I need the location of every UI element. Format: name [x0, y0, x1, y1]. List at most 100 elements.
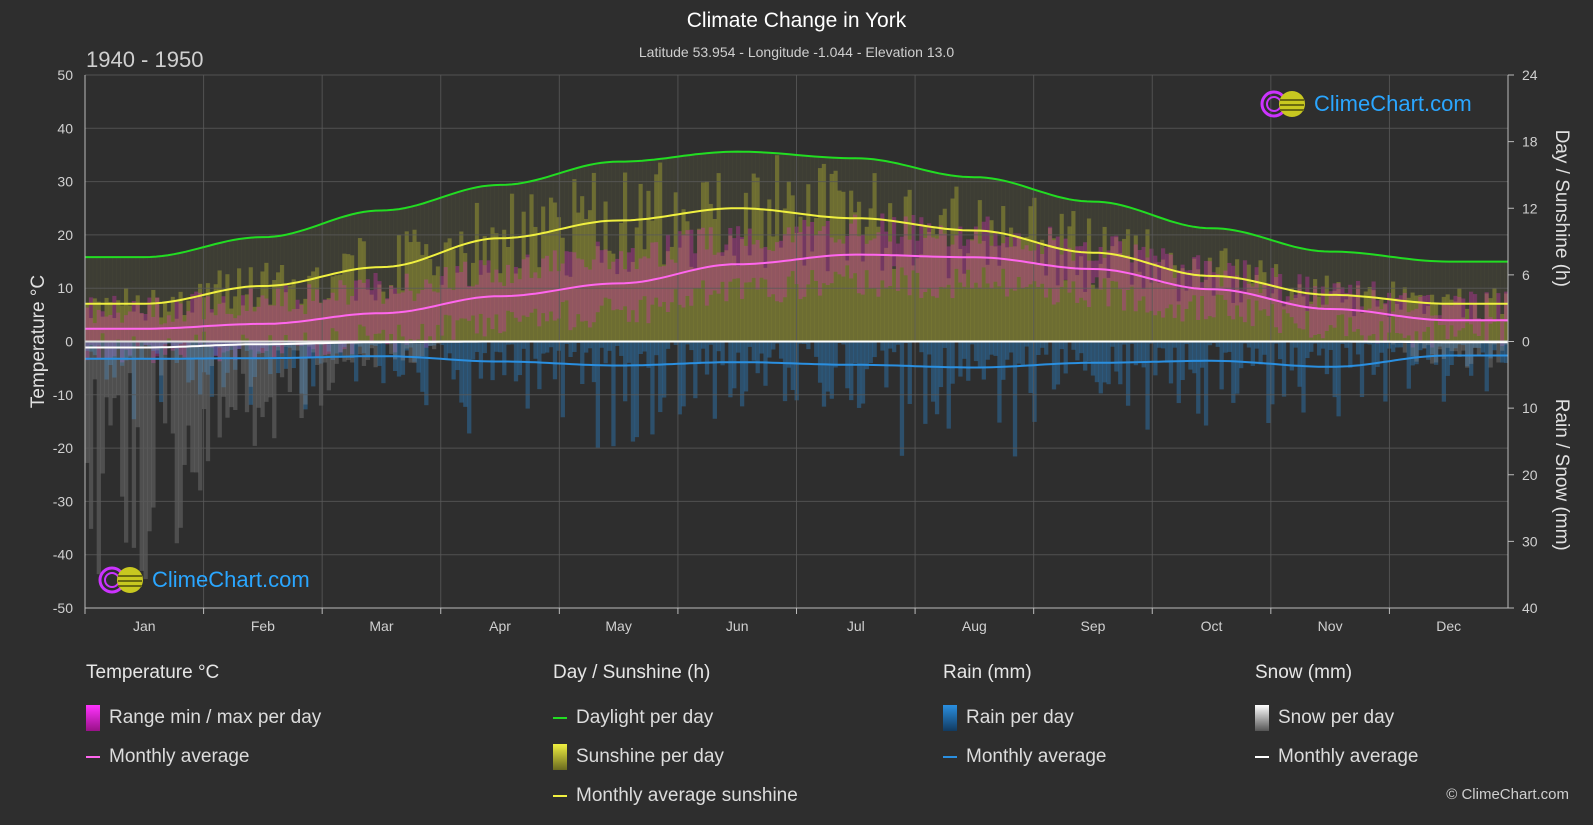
rain-day-bar	[400, 341, 406, 375]
sunshine-day-bar	[1363, 291, 1369, 342]
sunshine-day-bar	[1192, 258, 1197, 342]
sunshine-day-bar	[143, 320, 148, 342]
rain-day-bar	[420, 341, 425, 392]
sunshine-day-bar	[759, 209, 764, 342]
rain-day-bar	[1141, 341, 1146, 368]
sunshine-day-bar	[408, 242, 413, 342]
sunshine-day-bar	[322, 300, 328, 342]
snow-day-bar	[139, 341, 144, 571]
daylight-day-bar	[482, 185, 487, 342]
sunshine-day-bar	[630, 261, 636, 342]
temp-range-day-bar	[225, 313, 230, 352]
daylight-day-bar	[564, 171, 569, 342]
rain-day-bar	[482, 341, 487, 354]
sunshine-day-bar	[927, 231, 932, 342]
logo-bottom-left[interactable]: ClimeChart.com	[96, 564, 310, 596]
sunshine-day-bar	[295, 308, 300, 342]
sunshine-day-bar	[623, 172, 628, 342]
snow-day-bar	[1445, 341, 1450, 348]
temp-range-day-bar	[1430, 315, 1435, 348]
rain-day-bar	[611, 341, 616, 447]
daylight-day-bar	[1496, 261, 1501, 342]
daylight-day-bar	[1313, 250, 1318, 342]
logo-top-right[interactable]: ClimeChart.com	[1258, 88, 1472, 120]
sunshine-day-bar	[1235, 259, 1240, 342]
sunshine-day-bar	[412, 229, 417, 342]
temp-range-day-bar	[170, 321, 176, 351]
sunshine-day-bar	[416, 241, 421, 342]
sunshine-day-bar	[552, 202, 558, 342]
snow-day-bar	[404, 341, 409, 349]
temp-range-day-bar	[1238, 289, 1244, 317]
snow-swatch	[1255, 704, 1269, 731]
sunshine-day-bar	[669, 246, 675, 342]
rain-day-bar	[521, 341, 526, 349]
daylight-day-bar	[1059, 197, 1064, 342]
left-tick-label: -30	[53, 493, 73, 509]
sunshine-day-bar	[837, 190, 842, 342]
sunshine-day-bar	[96, 301, 101, 342]
rain-day-bar	[1262, 341, 1267, 355]
sunshine-day-bar	[903, 196, 909, 342]
rain-day-bar	[1164, 341, 1170, 363]
rain-day-bar	[1500, 341, 1505, 363]
sunshine-avg-swatch	[553, 794, 567, 797]
temp-range-day-bar	[1316, 308, 1322, 335]
snow-day-bar	[1430, 341, 1435, 364]
daylight-day-bar	[1114, 204, 1119, 342]
daylight-day-bar	[1348, 252, 1353, 342]
temp-range-day-bar	[1184, 270, 1189, 309]
sunshine-day-bar	[755, 177, 760, 342]
sunshine-day-bar	[1242, 292, 1248, 342]
sunshine-day-bar	[1172, 265, 1178, 342]
month-label-mar: Mar	[369, 618, 393, 634]
rain-day-bar	[412, 341, 417, 362]
rain-day-bar	[303, 341, 308, 410]
sunshine-day-bar	[498, 273, 503, 342]
sunshine-day-bar	[673, 192, 678, 342]
temp-range-day-bar	[85, 307, 90, 361]
temp-range-day-bar	[626, 252, 632, 322]
daylight-day-bar	[576, 167, 581, 342]
rain-day-bar	[989, 341, 994, 355]
snow-day-bar	[198, 341, 203, 491]
rain-day-bar	[1375, 341, 1380, 367]
temp-range-day-bar	[720, 252, 725, 282]
rain-day-bar	[431, 341, 437, 346]
temp-range-day-bar	[833, 242, 838, 272]
temp-range-day-bar	[1363, 310, 1369, 343]
temp-range-day-bar	[989, 245, 994, 289]
daylight-day-bar	[1305, 249, 1310, 342]
daylight-day-bar	[373, 210, 378, 342]
rain-day-bar	[681, 341, 686, 407]
rain-day-bar	[1149, 341, 1154, 344]
rain-day-bar	[1008, 341, 1014, 353]
sunshine-day-bar	[521, 211, 526, 342]
daylight-day-bar	[529, 181, 534, 342]
temp-range-day-bar	[1484, 292, 1489, 342]
rain-day-bar	[1090, 341, 1096, 376]
temp-range-day-bar	[634, 269, 640, 323]
rain-day-bar	[931, 341, 936, 402]
daylight-day-bar	[899, 164, 905, 342]
sunshine-day-bar	[248, 267, 254, 342]
daylight-day-bar	[1040, 192, 1045, 342]
sunshine-day-bar	[287, 285, 293, 342]
temp-range-day-bar	[389, 285, 394, 334]
sunshine-day-bar	[1348, 295, 1353, 342]
sunshine-day-bar	[634, 227, 640, 342]
sunshine-day-bar	[1094, 289, 1100, 342]
temp-range-day-bar	[958, 226, 963, 283]
sunshine-day-bar	[708, 203, 714, 342]
rain-day-bar	[814, 341, 819, 357]
rain-day-bar	[1235, 341, 1240, 394]
rain-day-bar	[198, 341, 203, 396]
rain-day-bar	[919, 341, 924, 353]
temp-range-day-bar	[350, 295, 355, 354]
snow-day-bar	[412, 341, 417, 364]
daylight-day-bar	[396, 209, 402, 342]
rain-day-bar	[708, 341, 714, 345]
legend-item-sunshine-avg: Monthly average sunshine	[553, 776, 798, 815]
daylight-day-bar	[638, 160, 643, 342]
snow-day-bar	[276, 341, 281, 351]
